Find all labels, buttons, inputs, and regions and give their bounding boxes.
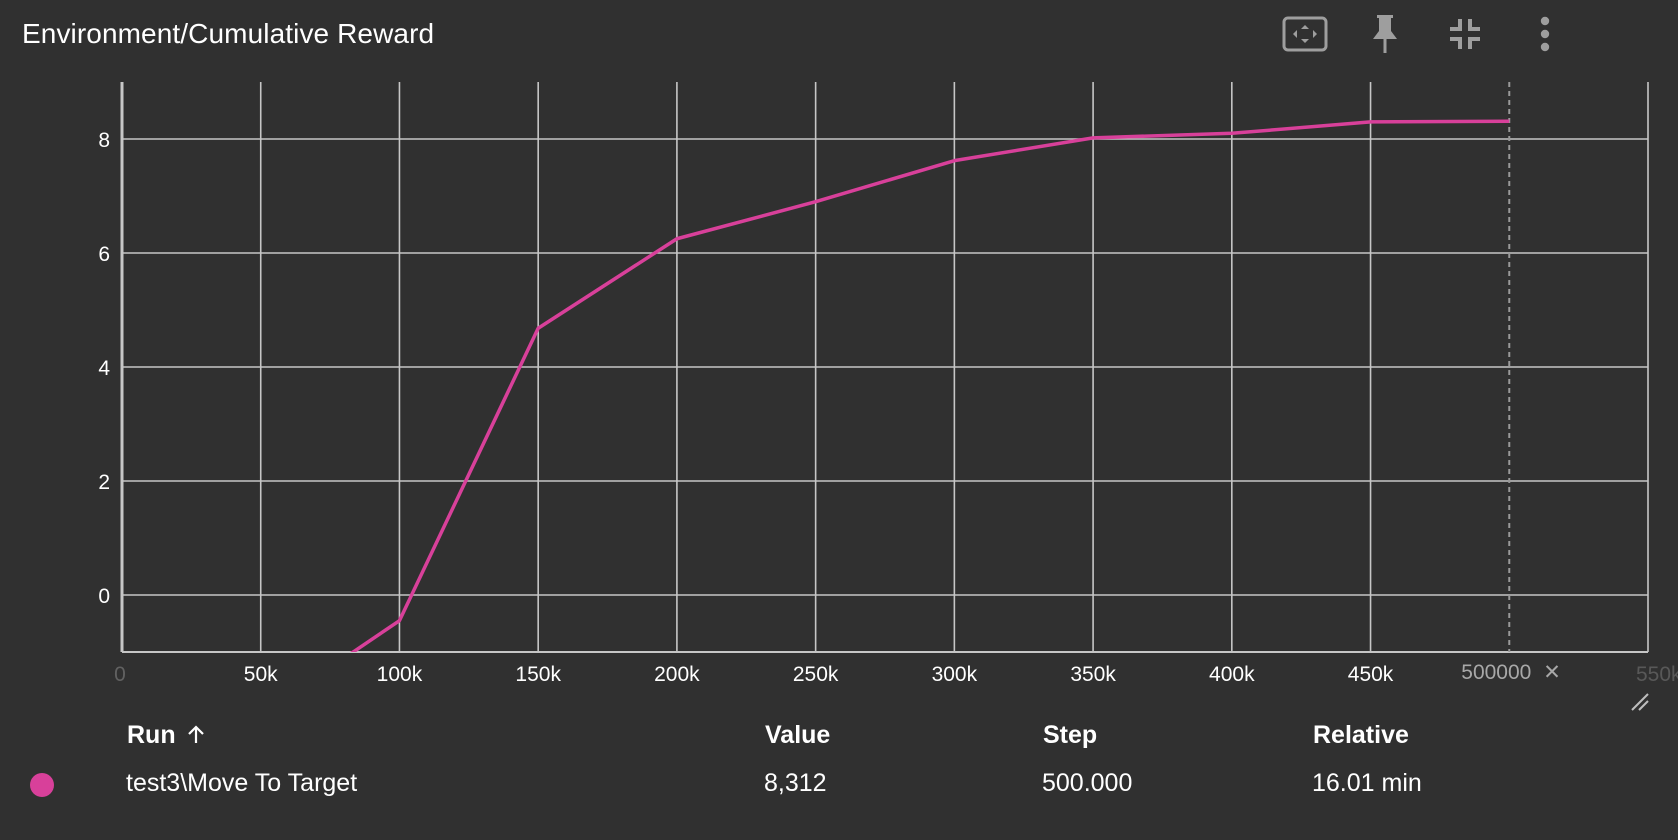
fit-domain-icon xyxy=(1282,16,1328,52)
x-tick-label: 550k xyxy=(1636,663,1678,686)
y-tick-label: 4 xyxy=(98,357,110,380)
step-cell: 500.000 xyxy=(1042,769,1133,797)
y-tick-label: 6 xyxy=(98,243,110,266)
line-chart[interactable]: 0 2 4 6 8 0 50k 100k 150k 200k 250k 300k 350k 400k 450… xyxy=(0,0,1678,705)
fit-domain-button[interactable] xyxy=(1280,12,1330,56)
column-header-step[interactable]: Step xyxy=(1043,721,1098,749)
run-name-cell: test3\Move To Target xyxy=(126,769,358,797)
x-tick-label: 350k xyxy=(1070,663,1116,686)
column-header-value[interactable]: Value xyxy=(765,721,831,749)
x-tick-label: 300k xyxy=(932,663,978,686)
hover-step-label: 500000 xyxy=(1461,661,1532,684)
x-tick-label: 200k xyxy=(654,663,700,686)
collapse-button[interactable] xyxy=(1440,12,1490,56)
resize-handle-icon[interactable] xyxy=(1628,690,1652,714)
x-tick-label: 450k xyxy=(1348,663,1394,686)
y-tick-label: 8 xyxy=(98,129,110,152)
more-vert-icon xyxy=(1540,16,1550,52)
more-options-button[interactable] xyxy=(1520,12,1570,56)
x-tick-label: 250k xyxy=(793,663,839,686)
chart-svg[interactable]: 0 2 4 6 8 0 50k 100k 150k 200k 250k 300k 350k 400k 450… xyxy=(0,0,1678,700)
arrow-upward-icon xyxy=(187,725,204,743)
column-header-relative[interactable]: Relative xyxy=(1313,721,1409,749)
y-tick-label: 2 xyxy=(98,471,110,494)
pin-button[interactable] xyxy=(1360,12,1410,56)
series-line xyxy=(350,119,1510,652)
relative-cell: 16.01 min xyxy=(1312,769,1422,797)
pin-icon xyxy=(1373,15,1397,53)
x-tick-label: 150k xyxy=(515,663,561,686)
hover-step-chip[interactable]: 500000 ✕ xyxy=(1461,660,1561,688)
chart-title: Environment/Cumulative Reward xyxy=(22,18,435,49)
x-tick-label: 400k xyxy=(1209,663,1255,686)
run-color-swatch[interactable] xyxy=(30,773,54,797)
x-tick-label: 0 xyxy=(114,663,126,686)
close-icon[interactable]: ✕ xyxy=(1543,661,1561,684)
x-tick-label: 100k xyxy=(377,663,423,686)
x-tick-label: 50k xyxy=(244,663,278,686)
column-header-run[interactable]: Run xyxy=(127,721,205,750)
y-tick-label: 0 xyxy=(98,585,110,608)
value-cell: 8,312 xyxy=(764,769,827,797)
collapse-icon xyxy=(1450,19,1480,49)
